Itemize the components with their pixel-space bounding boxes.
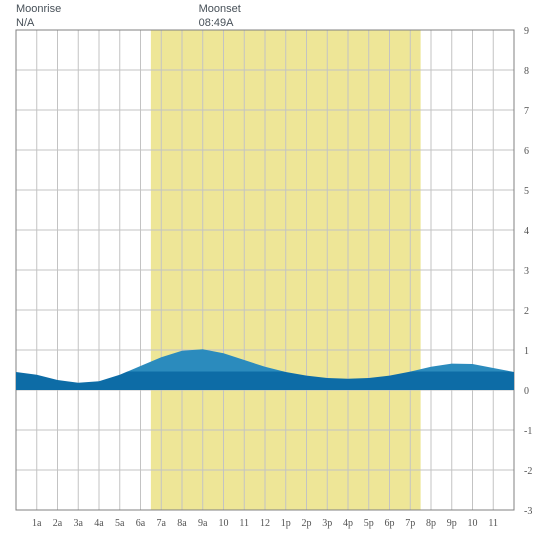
- x-tick: 7a: [157, 518, 167, 529]
- x-tick: 10: [219, 518, 229, 529]
- chart-svg: -3-2-101234567891a2a3a4a5a6a7a8a9a101112…: [0, 0, 550, 550]
- moonset-title: Moonset: [199, 2, 241, 16]
- y-tick: 9: [524, 26, 529, 37]
- y-tick: 0: [524, 386, 529, 397]
- x-tick: 1p: [281, 518, 291, 529]
- moonrise-value: N/A: [16, 16, 61, 30]
- x-tick: 6p: [385, 518, 395, 529]
- x-tick: 2a: [53, 518, 63, 529]
- y-tick: -3: [524, 506, 532, 517]
- x-tick: 4a: [94, 518, 104, 529]
- y-tick: 8: [524, 66, 529, 77]
- moonrise-title: Moonrise: [16, 2, 61, 16]
- x-tick: 5p: [364, 518, 374, 529]
- y-tick: 4: [524, 226, 529, 237]
- x-tick: 9p: [447, 518, 457, 529]
- x-tick: 11: [488, 518, 498, 529]
- x-tick: 8a: [177, 518, 187, 529]
- y-tick: 5: [524, 186, 529, 197]
- x-tick: 1a: [32, 518, 42, 529]
- y-tick: -1: [524, 426, 532, 437]
- x-tick: 8p: [426, 518, 436, 529]
- y-tick: 2: [524, 306, 529, 317]
- moonset-value: 08:49A: [199, 16, 241, 30]
- x-tick: 10: [468, 518, 478, 529]
- x-tick: 4p: [343, 518, 353, 529]
- x-tick: 3p: [322, 518, 332, 529]
- x-tick: 2p: [302, 518, 312, 529]
- y-tick: 1: [524, 346, 529, 357]
- x-tick: 6a: [136, 518, 146, 529]
- x-tick: 9a: [198, 518, 208, 529]
- y-tick: 7: [524, 106, 529, 117]
- tide-chart: Moonrise N/A Moonset 08:49A -3-2-1012345…: [0, 0, 550, 550]
- x-tick: 5a: [115, 518, 125, 529]
- x-tick: 11: [239, 518, 249, 529]
- x-tick: 12: [260, 518, 270, 529]
- moonset-label: Moonset 08:49A: [199, 2, 241, 30]
- x-tick: 3a: [74, 518, 84, 529]
- x-tick: 7p: [405, 518, 415, 529]
- y-tick: 6: [524, 146, 529, 157]
- y-tick: -2: [524, 466, 532, 477]
- moonrise-label: Moonrise N/A: [16, 2, 61, 30]
- y-tick: 3: [524, 266, 529, 277]
